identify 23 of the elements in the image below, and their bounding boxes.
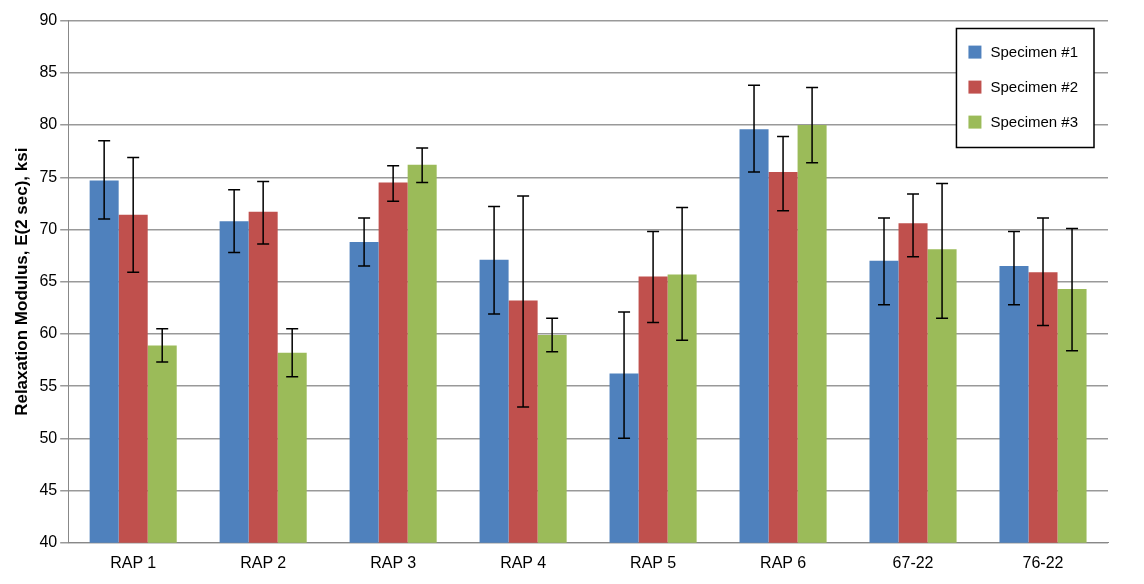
- y-tick-label: 65: [39, 272, 58, 290]
- legend-label: Specimen #1: [990, 42, 1079, 60]
- y-tick-label: 75: [39, 167, 58, 185]
- x-tick-label: 76-22: [1022, 553, 1064, 571]
- y-tick-label: 85: [39, 63, 58, 81]
- y-tick-label: 60: [39, 324, 58, 342]
- x-tick-label: RAP 1: [110, 553, 157, 571]
- y-tick-label: 55: [39, 376, 58, 394]
- y-axis-title: Relaxation Modulus, E(2 sec), ksi: [11, 147, 31, 416]
- x-tick-label: RAP 4: [500, 553, 547, 571]
- y-tick-label: 80: [39, 115, 58, 133]
- legend-label: Specimen #2: [990, 77, 1079, 95]
- y-tick-label: 40: [39, 533, 58, 551]
- y-tick-label: 70: [39, 219, 58, 237]
- x-tick-label: RAP 3: [370, 553, 417, 571]
- y-tick-label: 45: [39, 480, 58, 498]
- x-tick-label: 67-22: [892, 553, 934, 571]
- y-tick-label: 50: [39, 428, 58, 446]
- legend-label: Specimen #3: [990, 112, 1079, 130]
- x-tick-label: RAP 2: [240, 553, 287, 571]
- x-tick-label: RAP 5: [630, 553, 677, 571]
- x-tick-label: RAP 6: [760, 553, 807, 571]
- y-tick-label: 90: [39, 11, 58, 29]
